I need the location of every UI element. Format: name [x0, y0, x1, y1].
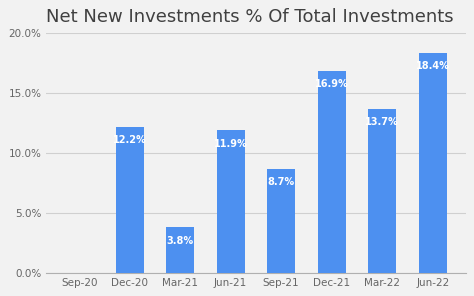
Text: 11.9%: 11.9%	[214, 139, 247, 149]
Bar	[267, 169, 295, 273]
Text: 13.7%: 13.7%	[365, 117, 399, 127]
Text: 16.9%: 16.9%	[315, 79, 348, 89]
Bar	[166, 227, 194, 273]
Text: 8.7%: 8.7%	[268, 177, 295, 187]
Text: 12.2%: 12.2%	[113, 135, 146, 145]
Bar	[419, 53, 447, 273]
Bar	[217, 130, 245, 273]
Text: 18.4%: 18.4%	[416, 61, 450, 71]
Bar	[116, 127, 144, 273]
Bar	[318, 70, 346, 273]
Bar	[368, 109, 396, 273]
Text: 3.8%: 3.8%	[166, 236, 194, 246]
Text: Net New Investments % Of Total Investments: Net New Investments % Of Total Investmen…	[46, 8, 454, 26]
